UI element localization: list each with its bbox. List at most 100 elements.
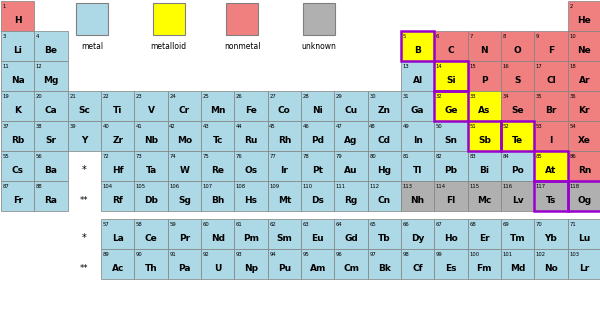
- Bar: [235, 121, 268, 151]
- Text: 71: 71: [569, 221, 576, 226]
- Bar: [568, 219, 600, 249]
- Bar: [401, 121, 434, 151]
- Text: 102: 102: [536, 251, 546, 256]
- Text: Pu: Pu: [278, 264, 291, 273]
- Bar: [134, 121, 167, 151]
- Text: 36: 36: [569, 94, 576, 99]
- Text: 16: 16: [503, 64, 509, 68]
- Bar: [568, 181, 600, 211]
- Text: O: O: [514, 46, 521, 55]
- Bar: [201, 91, 235, 121]
- Text: 58: 58: [136, 221, 143, 226]
- Text: No: No: [544, 264, 558, 273]
- Bar: [568, 151, 600, 181]
- Text: 18: 18: [569, 64, 576, 68]
- Text: Ds: Ds: [311, 196, 324, 205]
- Text: unknown: unknown: [301, 42, 336, 51]
- Bar: [101, 151, 134, 181]
- Text: Ne: Ne: [577, 46, 591, 55]
- Text: Ge: Ge: [444, 106, 458, 115]
- Text: B: B: [414, 46, 421, 55]
- Text: Th: Th: [145, 264, 157, 273]
- Text: 111: 111: [336, 184, 346, 188]
- Text: 68: 68: [469, 221, 476, 226]
- Text: 21: 21: [69, 94, 76, 99]
- Bar: [535, 151, 568, 181]
- Text: 8: 8: [503, 33, 506, 38]
- Text: metal: metal: [81, 42, 103, 51]
- Text: 109: 109: [269, 184, 279, 188]
- Text: 89: 89: [103, 251, 109, 256]
- Bar: [467, 181, 501, 211]
- Text: Am: Am: [310, 264, 326, 273]
- Bar: [301, 151, 334, 181]
- Text: 96: 96: [336, 251, 343, 256]
- Text: 79: 79: [336, 153, 343, 158]
- Bar: [401, 219, 434, 249]
- Bar: [34, 121, 68, 151]
- Text: 62: 62: [269, 221, 276, 226]
- Bar: [68, 121, 101, 151]
- Bar: [167, 181, 201, 211]
- Bar: [401, 181, 434, 211]
- Text: Be: Be: [44, 46, 58, 55]
- Text: 55: 55: [2, 153, 9, 158]
- Text: Dy: Dy: [411, 234, 424, 243]
- Text: 61: 61: [236, 221, 242, 226]
- Text: 63: 63: [302, 221, 309, 226]
- Text: K: K: [14, 106, 21, 115]
- Text: Pr: Pr: [179, 234, 190, 243]
- Bar: [501, 181, 535, 211]
- Bar: [535, 121, 568, 151]
- Text: 54: 54: [569, 123, 576, 129]
- Bar: [501, 249, 535, 279]
- Bar: [167, 91, 201, 121]
- Text: 46: 46: [302, 123, 309, 129]
- Bar: [467, 31, 501, 61]
- Text: Tb: Tb: [378, 234, 391, 243]
- Text: 118: 118: [569, 184, 579, 188]
- Text: 92: 92: [203, 251, 209, 256]
- Text: Sg: Sg: [178, 196, 191, 205]
- Text: Ba: Ba: [44, 166, 58, 175]
- Bar: [568, 181, 600, 211]
- Text: 95: 95: [302, 251, 309, 256]
- Text: 84: 84: [503, 153, 509, 158]
- Text: metalloid: metalloid: [151, 42, 187, 51]
- Text: Ti: Ti: [113, 106, 122, 115]
- Bar: [467, 121, 501, 151]
- Bar: [201, 181, 235, 211]
- Bar: [501, 121, 535, 151]
- Text: 67: 67: [436, 221, 443, 226]
- Bar: [134, 181, 167, 211]
- Text: Hf: Hf: [112, 166, 124, 175]
- Text: Fr: Fr: [13, 196, 23, 205]
- Text: Bi: Bi: [479, 166, 490, 175]
- Text: Ce: Ce: [145, 234, 157, 243]
- Text: Pa: Pa: [178, 264, 191, 273]
- Text: 87: 87: [2, 184, 9, 188]
- Text: 108: 108: [236, 184, 246, 188]
- Text: 106: 106: [169, 184, 179, 188]
- Bar: [501, 219, 535, 249]
- Text: Li: Li: [13, 46, 22, 55]
- Text: 117: 117: [536, 184, 546, 188]
- Bar: [201, 151, 235, 181]
- Bar: [434, 91, 467, 121]
- Text: 94: 94: [269, 251, 276, 256]
- Bar: [334, 151, 368, 181]
- Bar: [76, 3, 108, 35]
- Bar: [301, 121, 334, 151]
- Text: 17: 17: [536, 64, 542, 68]
- Text: Pt: Pt: [312, 166, 323, 175]
- Text: 116: 116: [503, 184, 512, 188]
- Bar: [167, 121, 201, 151]
- Bar: [1, 91, 34, 121]
- Bar: [235, 219, 268, 249]
- Text: Yb: Yb: [545, 234, 557, 243]
- Bar: [101, 219, 134, 249]
- Bar: [501, 121, 535, 151]
- Text: Po: Po: [511, 166, 524, 175]
- Bar: [401, 249, 434, 279]
- Text: Fe: Fe: [245, 106, 257, 115]
